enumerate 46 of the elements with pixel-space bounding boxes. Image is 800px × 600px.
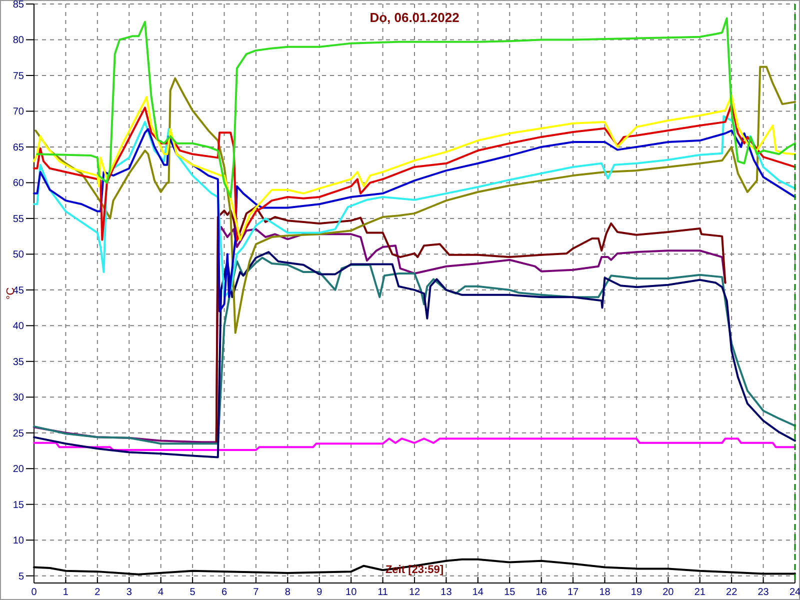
x-tick-label: 5 — [190, 587, 196, 598]
x-tick-label: 3 — [126, 587, 132, 598]
x-tick-label: 24 — [789, 587, 800, 598]
y-tick-label: 25 — [12, 428, 24, 440]
y-tick-label: 65 — [12, 142, 24, 154]
x-tick-label: 4 — [158, 587, 164, 598]
y-tick-label: 40 — [12, 321, 24, 332]
x-tick-label: 22 — [726, 587, 738, 598]
x-tick-label: 2 — [94, 587, 101, 598]
y-tick-label: 20 — [12, 464, 24, 476]
x-tick-label: 18 — [599, 587, 611, 598]
y-tick-label: 30 — [12, 392, 24, 404]
x-tick-label: 10 — [346, 587, 358, 598]
x-tick-label: 6 — [221, 587, 228, 598]
x-tick-label: 13 — [440, 587, 452, 598]
y-tick-label: 75 — [12, 70, 24, 82]
x-tick-label: 14 — [472, 587, 484, 598]
text: Do, 06.01.2022 — [370, 10, 460, 25]
line-series — [215, 206, 726, 445]
x-tick-label: 11 — [378, 587, 388, 598]
x-tick-label: 0 — [31, 587, 38, 598]
x-tick-label: 8 — [284, 587, 291, 598]
y-tick-label: 85 — [12, 0, 24, 10]
y-tick-label: 55 — [12, 214, 24, 225]
x-tick-label: 1 — [62, 587, 69, 598]
x-tick-label: 15 — [504, 587, 516, 598]
x-tick-label: 19 — [630, 587, 642, 598]
x-tick-label: 9 — [316, 587, 323, 598]
y-tick-label: 70 — [12, 106, 24, 118]
x-tick-label: 16 — [536, 587, 548, 598]
y-tick-label: 15 — [12, 500, 24, 511]
y-tick-label: 5 — [18, 571, 24, 582]
line-series — [34, 66, 796, 334]
y-tick-label: 80 — [12, 35, 24, 46]
x-tick-label: 20 — [662, 587, 674, 598]
x-tick-label: 7 — [253, 587, 260, 598]
line-series — [33, 438, 796, 452]
y-tick-label: 45 — [12, 285, 24, 296]
y-tick-label: 60 — [12, 178, 24, 190]
x-tick-label: 23 — [758, 587, 770, 598]
x-tick-label: 21 — [694, 587, 706, 598]
x-tick-label: 17 — [567, 587, 580, 598]
y-tick-label: 10 — [12, 536, 24, 547]
x-tick-label: 12 — [408, 587, 420, 598]
y-tick-label: 35 — [12, 356, 24, 368]
y-tick-label: 50 — [12, 250, 24, 261]
